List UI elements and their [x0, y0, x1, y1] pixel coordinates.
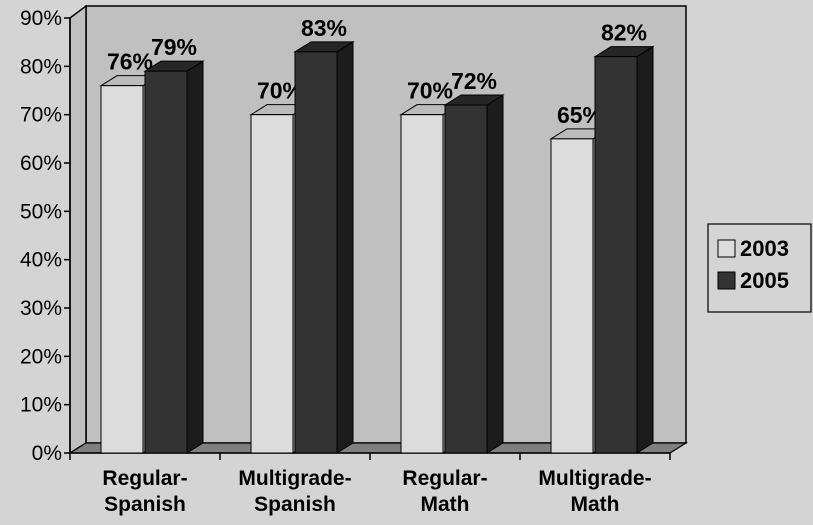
data-label-2005-2: 72% — [451, 68, 497, 94]
legend-swatch-2003 — [717, 239, 736, 258]
bar-2003-2[interactable] — [400, 114, 444, 454]
data-label-2003-2: 70% — [407, 78, 453, 104]
data-label-2003-0: 76% — [107, 49, 153, 75]
category-label: Math — [421, 493, 470, 516]
y-tick-label: 0% — [32, 442, 62, 465]
legend-swatch-2005 — [717, 271, 736, 290]
bar-2005-1[interactable] — [294, 51, 338, 454]
data-label-2005-3: 82% — [601, 20, 647, 46]
y-tick-label: 60% — [20, 152, 62, 175]
category-label: Multigrade- — [238, 467, 351, 490]
y-tick-label: 40% — [20, 249, 62, 272]
legend-box — [707, 223, 812, 313]
category-label: Multigrade- — [538, 467, 651, 490]
category-label: Math — [571, 493, 620, 516]
y-tick-label: 50% — [20, 200, 62, 223]
bar-side-2005-2 — [486, 94, 504, 454]
data-label-2005-1: 83% — [301, 15, 347, 41]
plot-side-wall — [69, 4, 87, 455]
bar-side-2005-1 — [336, 40, 354, 454]
y-tick-label: 90% — [20, 7, 62, 30]
category-label: Regular- — [402, 467, 487, 490]
category-label: Spanish — [254, 493, 336, 516]
bar-2003-3[interactable] — [550, 138, 594, 454]
bar-2005-2[interactable] — [444, 104, 488, 454]
bar-side-2005-3 — [636, 45, 654, 454]
legend-label-2003: 2003 — [740, 236, 789, 261]
y-tick-label: 30% — [20, 297, 62, 320]
y-tick-label: 20% — [20, 345, 62, 368]
legend-label-2005: 2005 — [740, 268, 789, 293]
bar-2005-3[interactable] — [594, 56, 638, 454]
data-label-2005-0: 79% — [151, 34, 197, 60]
y-tick-label: 70% — [20, 104, 62, 127]
bar-2003-0[interactable] — [100, 85, 144, 454]
y-tick-label: 10% — [20, 394, 62, 417]
category-label: Regular- — [102, 467, 187, 490]
y-tick-label: 80% — [20, 55, 62, 78]
bar-2005-0[interactable] — [144, 70, 188, 454]
bar-side-2005-0 — [186, 60, 204, 454]
category-label: Spanish — [104, 493, 186, 516]
bar-2003-1[interactable] — [250, 114, 294, 454]
